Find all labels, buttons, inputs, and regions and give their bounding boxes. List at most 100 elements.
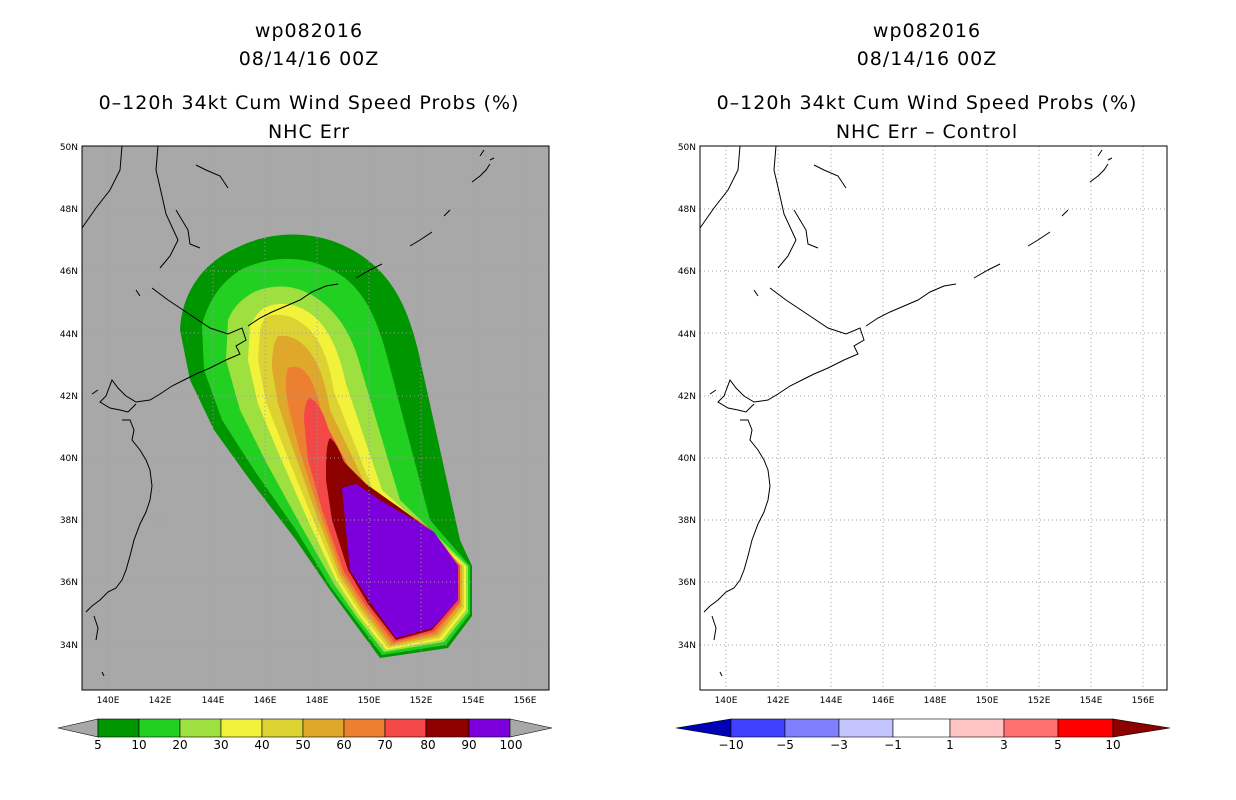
colorbar-high-arrow <box>1112 718 1171 738</box>
colorbar-label: 1 <box>946 738 954 752</box>
lat-label: 42N <box>678 392 696 402</box>
colorbar-bin <box>1003 718 1059 738</box>
colorbar-bin <box>425 718 470 738</box>
colorbar-label: 3 <box>1000 738 1008 752</box>
left-panel: wp082016 08/14/16 00Z 0–120h 34kt Cum Wi… <box>57 20 553 752</box>
colorbar-bin <box>468 718 511 738</box>
lat-label: 44N <box>678 330 696 340</box>
lon-label: 156E <box>514 696 537 706</box>
colorbar-label: −1 <box>884 738 902 752</box>
lat-label: 48N <box>678 205 696 215</box>
lat-axis: 50N 48N 46N 44N 42N 40N 38N 36N 34N <box>60 143 78 651</box>
kuril-islands <box>865 149 1113 327</box>
lat-label: 42N <box>60 392 78 402</box>
lon-label: 154E <box>462 696 485 706</box>
colorbar-label: 30 <box>213 738 228 752</box>
left-map-svg: 140E 142E 144E 146E 148E 150E 152E 154E … <box>57 143 553 752</box>
hokkaido-coast <box>717 287 865 413</box>
lon-label: 140E <box>97 696 120 706</box>
lon-label: 148E <box>924 696 947 706</box>
colorbar-low-arrow <box>57 718 99 738</box>
colorbar-label: 90 <box>461 738 476 752</box>
lon-label: 156E <box>1132 696 1155 706</box>
right-colorbar: −10 −5 −3 −1 1 3 5 10 <box>675 718 1171 752</box>
lon-axis: 140E 142E 144E 146E 148E 150E 152E 154E … <box>97 696 537 706</box>
lon-label: 150E <box>976 696 999 706</box>
colorbar-label: 60 <box>336 738 351 752</box>
lon-axis: 140E 142E 144E 146E 148E 150E 152E 154E … <box>715 696 1155 706</box>
product-title: 0–120h 34kt Cum Wind Speed Probs (%) <box>716 92 1138 114</box>
colorbar-low-arrow <box>675 718 732 738</box>
lat-label: 50N <box>60 143 78 153</box>
colorbar-label: 80 <box>420 738 435 752</box>
lat-label: 34N <box>678 641 696 651</box>
colorbar-label: −10 <box>718 738 743 752</box>
product-title: 0–120h 34kt Cum Wind Speed Probs (%) <box>98 92 520 114</box>
lat-label: 48N <box>60 205 78 215</box>
storm-id: wp082016 <box>254 20 364 42</box>
right-map-svg: 140E 142E 144E 146E 148E 150E 152E 154E … <box>675 143 1171 752</box>
lon-label: 152E <box>410 696 433 706</box>
coastlines <box>699 145 1113 677</box>
colorbar-bin <box>302 718 345 738</box>
lon-label: 148E <box>306 696 329 706</box>
forecast-time: 08/14/16 00Z <box>856 48 998 70</box>
lat-label: 40N <box>678 454 696 464</box>
lat-label: 34N <box>60 641 78 651</box>
colorbar-high-arrow <box>509 718 553 738</box>
lon-label: 142E <box>149 696 172 706</box>
probability-swath <box>180 234 472 659</box>
lat-label: 46N <box>60 267 78 277</box>
hokkaido-coast <box>99 287 247 413</box>
coastlines <box>81 145 495 677</box>
colorbar-bin <box>949 718 1005 738</box>
lon-label: 150E <box>358 696 381 706</box>
colorbar-bin <box>343 718 386 738</box>
lat-label: 36N <box>678 578 696 588</box>
colorbar-bin <box>138 718 181 738</box>
kuril-islands <box>247 149 495 327</box>
colorbar-label: 70 <box>377 738 392 752</box>
colorbar-bin <box>730 718 786 738</box>
colorbar-label: 5 <box>94 738 102 752</box>
colorbar-label: 40 <box>254 738 269 752</box>
lat-label: 46N <box>678 267 696 277</box>
colorbar-bin <box>179 718 222 738</box>
swath-100 <box>346 488 456 636</box>
honshu-coast <box>85 389 153 677</box>
colorbar-bin <box>384 718 427 738</box>
left-colorbar: 5 10 20 30 40 50 60 70 80 90 100 <box>57 718 553 752</box>
lon-label: 142E <box>767 696 790 706</box>
honshu-coast <box>703 389 771 677</box>
colorbar-label: 10 <box>131 738 146 752</box>
grid-lines <box>82 146 549 690</box>
colorbar-label: 10 <box>1105 738 1120 752</box>
colorbar-label: 100 <box>500 738 523 752</box>
map-frame <box>81 145 550 691</box>
colorbar-bin <box>784 718 840 738</box>
colorbar-label: −5 <box>776 738 794 752</box>
storm-id: wp082016 <box>872 20 982 42</box>
colorbar-bin <box>220 718 263 738</box>
colorbar-bin <box>261 718 304 738</box>
product-subtitle: NHC Err <box>267 121 351 143</box>
grid-lines <box>700 146 1167 690</box>
sakhalin-coast <box>699 145 847 269</box>
colorbar-bin <box>892 718 951 738</box>
lat-label: 38N <box>678 516 696 526</box>
colorbar-bin <box>97 718 140 738</box>
lat-axis: 50N 48N 46N 44N 42N 40N 38N 36N 34N <box>678 143 696 651</box>
lon-label: 146E <box>254 696 277 706</box>
lat-label: 40N <box>60 454 78 464</box>
colorbar-bin <box>838 718 894 738</box>
lon-label: 154E <box>1080 696 1103 706</box>
lat-label: 38N <box>60 516 78 526</box>
colorbar-label: 5 <box>1054 738 1062 752</box>
sakhalin-coast <box>81 145 229 269</box>
lon-label: 146E <box>872 696 895 706</box>
right-panel: wp082016 08/14/16 00Z 0–120h 34kt Cum Wi… <box>618 0 1236 800</box>
map-background <box>700 146 1167 690</box>
colorbar-label: −3 <box>830 738 848 752</box>
lat-label: 50N <box>678 143 696 153</box>
forecast-time: 08/14/16 00Z <box>238 48 380 70</box>
